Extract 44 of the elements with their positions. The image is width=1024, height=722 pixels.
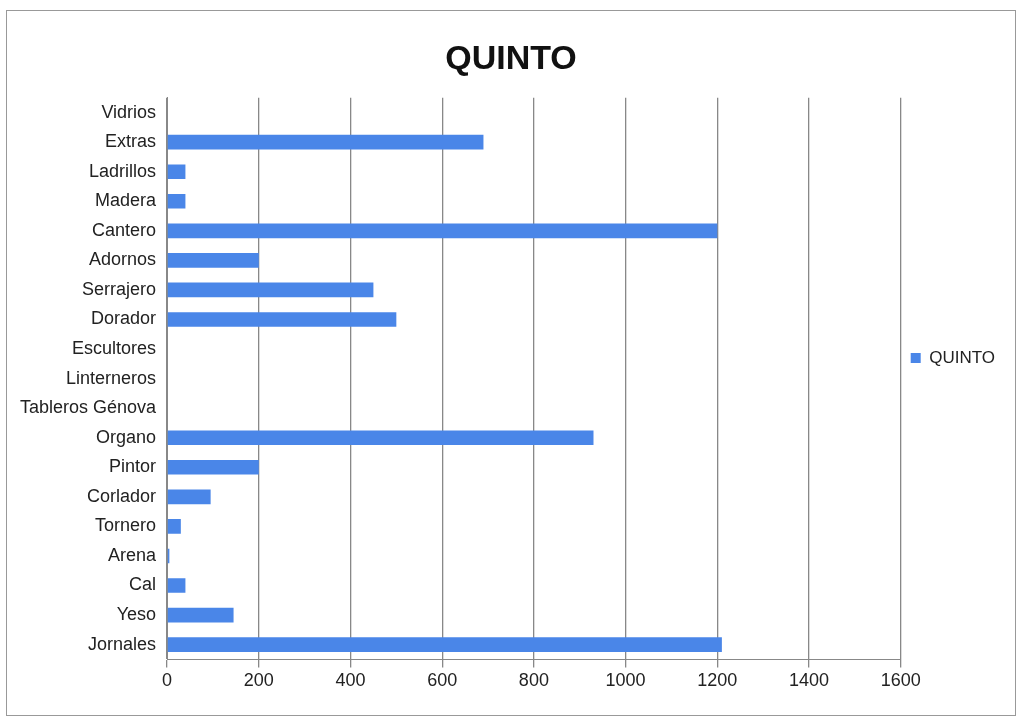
y-tick-label: Dorador (91, 308, 157, 329)
y-tick-label: Tableros Génova (19, 397, 158, 418)
bar (167, 489, 211, 505)
y-tick-label: Madera (95, 190, 158, 211)
x-tick-label: 1600 (880, 670, 921, 691)
bar (167, 578, 186, 593)
y-tick-label: Ladrillos (89, 160, 157, 181)
x-tick-label: 400 (335, 670, 366, 691)
y-tick-label: Corlador (87, 485, 157, 506)
bar (167, 193, 186, 209)
y-tick-label: Extras (105, 131, 157, 152)
x-tick-label: 1200 (697, 670, 738, 691)
bar (167, 312, 397, 327)
y-tick-label: Arena (108, 544, 158, 565)
y-tick-label: Organo (96, 426, 157, 447)
x-tick-label: 1000 (605, 670, 646, 691)
legend-label: QUINTO (929, 347, 996, 367)
bar (167, 607, 234, 623)
chart-title: QUINTO (445, 37, 577, 76)
bar (167, 459, 259, 475)
y-tick-label: Linterneros (66, 367, 157, 388)
y-tick-label: Jornales (88, 633, 157, 654)
bar (167, 164, 186, 180)
y-tick-label: Cantero (92, 219, 157, 240)
x-tick-label: 600 (427, 670, 458, 691)
x-tick-label: 0 (162, 670, 173, 691)
bar (167, 637, 722, 652)
x-tick-label: 1400 (788, 670, 830, 691)
bar (167, 223, 718, 239)
y-tick-label: Cal (129, 574, 157, 595)
y-tick-label: Tornero (95, 515, 157, 536)
bar (167, 519, 181, 534)
y-tick-label: Adornos (89, 249, 157, 270)
x-tick-label: 200 (243, 670, 274, 691)
bar (167, 430, 594, 446)
x-tick-label: 800 (518, 670, 549, 691)
y-tick-label: Serrajero (82, 278, 157, 299)
bar (167, 253, 259, 268)
y-tick-label: Pintor (109, 456, 157, 477)
y-tick-label: Yeso (116, 604, 157, 625)
y-tick-label: Escultores (72, 338, 157, 359)
bar (167, 134, 484, 150)
y-tick-label: Vidrios (101, 101, 157, 122)
bar (167, 282, 374, 298)
